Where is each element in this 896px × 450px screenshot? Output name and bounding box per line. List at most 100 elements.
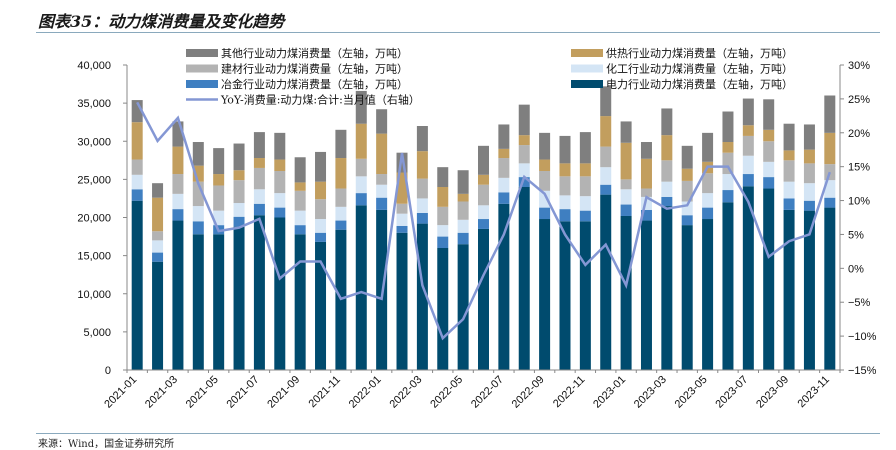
- bar-segment-2021-05-s2: [213, 210, 225, 226]
- bar-segment-2021-08-s5: [274, 132, 286, 160]
- bar-segment-2021-05-s0: [213, 234, 225, 370]
- x-tick-label: 2022-11: [551, 374, 587, 410]
- bar-segment-2021-01-s5: [131, 100, 143, 123]
- bar-segment-2023-02-s3: [640, 188, 652, 197]
- bar-segment-2023-05-s5: [702, 132, 714, 162]
- bar-segment-2021-10-s0: [315, 241, 327, 370]
- title-divider: [36, 32, 880, 33]
- bar-segment-2021-01-s2: [131, 174, 143, 190]
- bar-segment-2022-12-s2: [600, 167, 612, 185]
- x-tick-label: 2021-07: [225, 374, 262, 411]
- x-tick-label: 2021-11: [307, 374, 343, 410]
- bar-segment-2021-09-s5: [294, 157, 306, 183]
- bar-segment-2021-11-s3: [335, 188, 347, 207]
- bar-segment-2021-10-s2: [315, 219, 327, 233]
- bar-segment-2023-03-s0: [661, 206, 673, 370]
- bar-segment-2023-06-s0: [722, 202, 734, 370]
- bar-segment-2021-02-s4: [152, 197, 164, 232]
- legend-label: 化工行业动力煤消费量（左轴，万吨）: [606, 62, 793, 76]
- bar-segment-2021-01-s0: [131, 200, 143, 370]
- bar-segment-2021-08-s2: [274, 193, 286, 208]
- bar-segment-2022-11-s3: [579, 176, 591, 197]
- bar-segment-2021-05-s4: [213, 174, 225, 186]
- bar-segment-2023-10-s5: [803, 124, 815, 150]
- bar-segment-2022-06-s1: [478, 219, 489, 229]
- legend-swatch: [571, 64, 603, 73]
- bar-segment-2022-07-s5: [498, 124, 510, 149]
- bar-segment-2023-02-s4: [640, 158, 652, 189]
- bar-segment-2022-08-s4: [518, 135, 530, 146]
- bar-segment-2021-11-s4: [335, 158, 347, 189]
- bar-segment-2021-04-s3: [192, 181, 204, 207]
- bar-segment-2021-07-s3: [253, 167, 265, 190]
- bar-segment-2021-12-s2: [355, 176, 367, 194]
- bar-segment-2022-07-s4: [498, 148, 510, 159]
- bar-segment-2022-02-s0: [396, 232, 408, 370]
- bar-segment-2021-09-s4: [294, 182, 306, 191]
- bar-segment-2022-08-s5: [518, 104, 530, 136]
- bar-segment-2023-01-s5: [620, 121, 632, 143]
- x-tick-label: 2021-09: [265, 374, 302, 411]
- right-tick-label: 20%: [848, 128, 870, 140]
- bar-segment-2023-02-s0: [640, 220, 652, 370]
- bar-segment-2021-04-s1: [192, 221, 204, 235]
- bar-segment-2021-03-s5: [172, 121, 184, 147]
- bar-segment-2023-03-s1: [661, 196, 673, 207]
- bar-segment-2022-07-s3: [498, 158, 510, 178]
- bar-segment-2023-09-s5: [783, 123, 795, 151]
- bar-segment-2022-06-s0: [478, 228, 489, 370]
- bar-segment-2023-11-s2: [824, 180, 836, 198]
- bar-segment-2023-05-s2: [702, 193, 714, 208]
- bar-segment-2022-07-s0: [498, 203, 510, 370]
- left-tick-label: 10,000: [77, 289, 111, 301]
- bar-segment-2021-03-s3: [172, 174, 184, 194]
- bar-segment-2022-07-s1: [498, 192, 510, 204]
- bar-segment-2021-02-s1: [152, 252, 164, 262]
- x-tick-label: 2022-07: [469, 374, 506, 411]
- bar-segment-2022-02-s2: [396, 213, 408, 226]
- bar-segment-2023-06-s3: [722, 152, 734, 175]
- yoy-line-layer: [136, 101, 831, 341]
- bar-segment-2023-05-s3: [702, 173, 714, 194]
- bar-segment-2022-09-s4: [539, 159, 551, 171]
- legend-label: 建材行业动力煤消费量（左轴，万吨）: [221, 62, 408, 76]
- bar-segment-2023-04-s5: [681, 145, 693, 169]
- bar-segment-2022-10-s3: [559, 176, 571, 196]
- bar-segment-2021-08-s3: [274, 170, 286, 194]
- bar-segment-2021-06-s1: [233, 216, 245, 227]
- bar-segment-2022-10-s5: [559, 135, 571, 164]
- bar-segment-2023-11-s4: [824, 132, 836, 165]
- bar-segment-2023-04-s1: [681, 215, 693, 226]
- bar-segment-2022-06-s5: [478, 145, 489, 175]
- bar-segment-2021-01-s4: [131, 122, 143, 160]
- bar-segment-2021-10-s3: [315, 199, 327, 220]
- bar-segment-2022-12-s5: [600, 86, 612, 117]
- bar-segment-2023-07-s0: [742, 186, 754, 370]
- bar-segment-2023-08-s0: [763, 188, 775, 370]
- bar-segment-2023-10-s2: [803, 183, 815, 201]
- bar-segment-2021-12-s3: [355, 158, 367, 177]
- x-tick-label: 2023-11: [795, 374, 831, 410]
- x-tick-label: 2023-01: [591, 374, 628, 411]
- bar-segment-2022-05-s3: [457, 201, 469, 220]
- x-tick-label: 2023-05: [673, 374, 710, 411]
- bar-segment-2022-03-s0: [416, 223, 428, 370]
- bar-segment-2022-03-s4: [416, 151, 428, 179]
- legend-label: 其他行业动力煤消费量（左轴，万吨）: [221, 46, 408, 60]
- bar-segment-2021-12-s4: [355, 123, 367, 159]
- legend-label: 供热行业动力煤消费量（左轴，万吨）: [606, 46, 793, 60]
- bar-segment-2021-09-s0: [294, 234, 306, 370]
- bar-segment-2022-02-s1: [396, 225, 408, 233]
- bar-segment-2021-11-s2: [335, 206, 347, 221]
- bar-segment-2022-09-s0: [539, 219, 551, 370]
- bar-segment-2023-09-s0: [783, 209, 795, 371]
- left-tick-label: 25,000: [77, 174, 111, 186]
- bar-segment-2023-04-s4: [681, 168, 693, 181]
- x-tick-label: 2023-03: [632, 374, 669, 411]
- bar-segment-2022-06-s3: [478, 184, 489, 206]
- bar-segment-2021-03-s0: [172, 220, 184, 370]
- bar-segment-2022-01-s3: [376, 174, 388, 185]
- bar-segment-2022-10-s1: [559, 209, 571, 222]
- bar-segment-2023-08-s1: [763, 177, 775, 189]
- bar-segment-2021-08-s1: [274, 207, 286, 218]
